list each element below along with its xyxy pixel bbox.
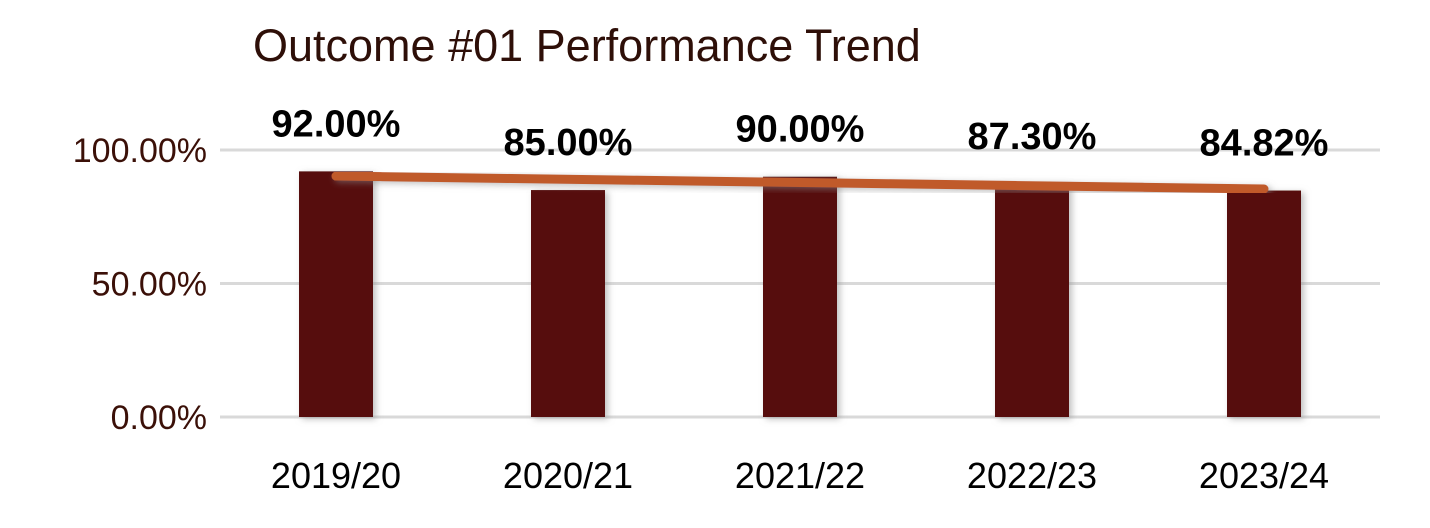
bar (299, 171, 373, 417)
chart-title: Outcome #01 Performance Trend (253, 20, 921, 71)
data-label: 84.82% (1200, 123, 1329, 165)
trendline (331, 171, 1269, 194)
category-label: 2020/21 (503, 455, 633, 496)
y-tick-label: 50.00% (92, 266, 207, 304)
y-tick-label: 100.00% (73, 132, 207, 170)
category-label: 2022/23 (967, 455, 1097, 496)
bar (763, 176, 837, 417)
bar (531, 190, 605, 417)
category-label: 2023/24 (1199, 455, 1329, 496)
data-label: 92.00% (272, 103, 401, 145)
data-label: 90.00% (736, 109, 865, 151)
category-label: 2019/20 (271, 455, 401, 496)
bar (995, 183, 1069, 417)
data-label: 87.30% (968, 116, 1097, 158)
data-label: 85.00% (504, 122, 633, 164)
category-label: 2021/22 (735, 455, 865, 496)
y-tick-label: 0.00% (111, 399, 207, 437)
bar (1227, 190, 1301, 417)
